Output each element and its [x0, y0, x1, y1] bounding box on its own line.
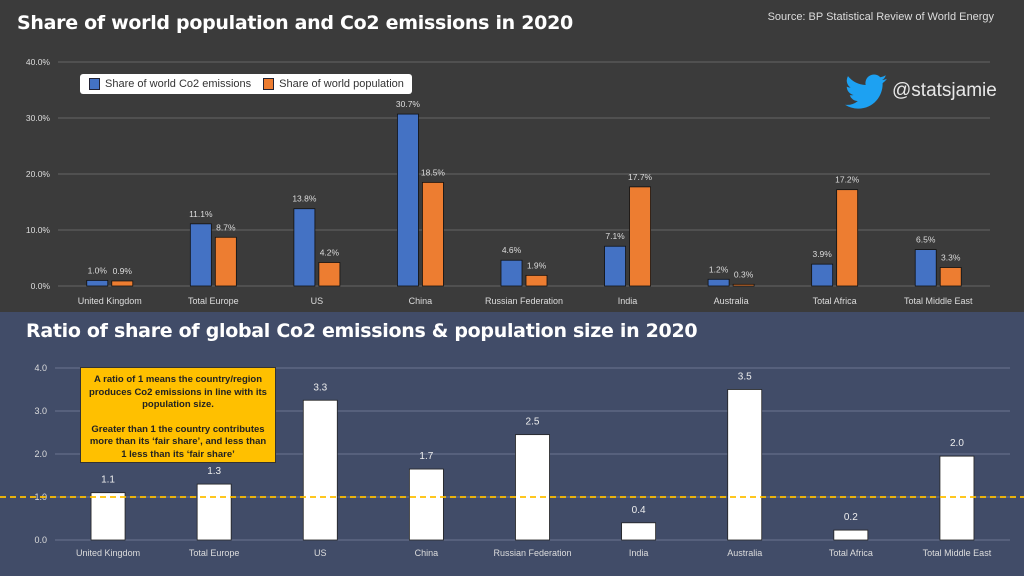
x-tick-label: United Kingdom: [76, 548, 140, 558]
top-chart-title: Share of world population and Co2 emissi…: [17, 12, 573, 34]
x-tick-label: Australia: [727, 548, 762, 558]
ratio-bar: [621, 522, 657, 541]
x-tick-label: Russian Federation: [493, 548, 571, 558]
bar-population: [422, 181, 444, 287]
data-label: 2.0: [950, 438, 964, 449]
data-label: 18.5%: [421, 167, 446, 177]
legend-label-co2: Share of world Co2 emissions: [105, 78, 252, 90]
bar-population: [732, 283, 755, 287]
data-label: 1.0%: [88, 265, 108, 275]
bar-population: [214, 236, 237, 287]
annotation-box: A ratio of 1 means the country/region pr…: [80, 367, 276, 463]
x-tick-label: Australia: [714, 296, 749, 306]
twitter-handle: @statsjamie: [892, 80, 997, 101]
y-tick-label: 40.0%: [26, 57, 51, 67]
bar-population: [939, 267, 962, 287]
y-tick-label: 2.0: [34, 449, 47, 459]
data-label: 4.6%: [502, 245, 522, 255]
x-tick-label: India: [618, 296, 638, 306]
data-label: 1.3: [207, 466, 221, 477]
data-label: 6.5%: [916, 235, 936, 245]
data-label: 1.2%: [709, 264, 729, 274]
data-label: 30.7%: [396, 99, 421, 109]
bar-co2: [811, 263, 834, 287]
ratio-bar: [939, 455, 975, 541]
data-label: 1.1: [101, 475, 115, 486]
x-tick-label: China: [415, 548, 439, 558]
bar-population: [629, 186, 651, 287]
legend-label-population: Share of world population: [279, 78, 404, 90]
legend-swatch-co2: [89, 78, 100, 90]
top-chart-svg: 0.0% 10.0% 20.0% 30.0% 40.0% United Kingdom 1.…: [26, 57, 990, 306]
data-label: 1.9%: [527, 260, 547, 270]
bar-co2: [914, 249, 937, 287]
bar-co2: [604, 245, 626, 287]
x-tick-label: Total Middle East: [923, 548, 992, 558]
x-tick-label: US: [314, 548, 327, 558]
data-label: 17.7%: [628, 172, 653, 182]
x-tick-label: Total Africa: [829, 548, 873, 558]
annotation-line-1: A ratio of 1 means the country/region pr…: [89, 374, 267, 410]
data-label: 3.3: [313, 382, 327, 393]
y-tick-label: 30.0%: [26, 113, 51, 123]
y-tick-label: 0.0: [34, 535, 47, 545]
ratio-bar: [727, 389, 763, 541]
data-label: 3.5: [738, 372, 752, 383]
legend: Share of world Co2 emissions Share of wo…: [80, 74, 412, 94]
ratio-bar: [90, 492, 126, 541]
data-label: 3.3%: [941, 253, 961, 263]
x-tick-label: India: [629, 548, 649, 558]
data-label: 1.7: [419, 451, 433, 462]
twitter-bird-icon: [845, 74, 887, 115]
x-tick-label: Total Middle East: [904, 296, 973, 306]
bar-co2: [86, 279, 109, 287]
y-tick-label: 10.0%: [26, 225, 51, 235]
bottom-chart-title: Ratio of share of global Co2 emissions &…: [26, 320, 698, 342]
ratio-bar: [833, 529, 869, 541]
data-label: 3.9%: [812, 249, 832, 259]
ratio-bar: [515, 434, 550, 541]
ratio-bar: [196, 483, 232, 541]
source-note: Source: BP Statistical Review of World E…: [767, 11, 994, 23]
data-label: 0.9%: [113, 266, 133, 276]
data-label: 8.7%: [216, 222, 236, 232]
ratio-bar: [302, 399, 338, 541]
bar-co2: [500, 259, 523, 287]
legend-swatch-population: [263, 78, 275, 90]
data-label: 7.1%: [605, 231, 625, 241]
y-tick-label: 20.0%: [26, 169, 51, 179]
data-label: 13.8%: [292, 194, 317, 204]
x-tick-label: US: [311, 296, 324, 306]
top-chart-panel: Share of world population and Co2 emissi…: [17, 11, 997, 306]
bar-population: [318, 262, 341, 287]
x-tick-label: United Kingdom: [78, 296, 142, 306]
bar-population: [111, 280, 134, 287]
data-label: 4.2%: [320, 247, 340, 257]
data-label: 2.5: [526, 417, 540, 428]
y-tick-label: 4.0: [34, 363, 47, 373]
data-label: 11.1%: [189, 209, 213, 219]
data-label: 0.2: [844, 512, 858, 523]
data-label: 0.4: [632, 505, 646, 516]
bar-co2: [189, 223, 212, 287]
bar-co2: [293, 208, 316, 287]
data-label: 17.2%: [835, 175, 860, 185]
y-tick-label: 3.0: [34, 406, 47, 416]
x-tick-label: Total Africa: [813, 296, 857, 306]
y-tick-label: 0.0%: [31, 281, 51, 291]
x-tick-label: China: [409, 296, 433, 306]
bar-co2: [707, 278, 730, 287]
data-label: 0.3%: [734, 269, 754, 279]
x-tick-label: Total Europe: [189, 548, 240, 558]
bar-population: [836, 189, 859, 287]
x-tick-label: Russian Federation: [485, 296, 563, 306]
ratio-bar: [408, 468, 444, 541]
bar-co2: [397, 113, 419, 287]
bar-population: [525, 274, 548, 287]
x-tick-label: Total Europe: [188, 296, 239, 306]
annotation-line-2: Greater than 1 the country contributes m…: [89, 423, 267, 460]
